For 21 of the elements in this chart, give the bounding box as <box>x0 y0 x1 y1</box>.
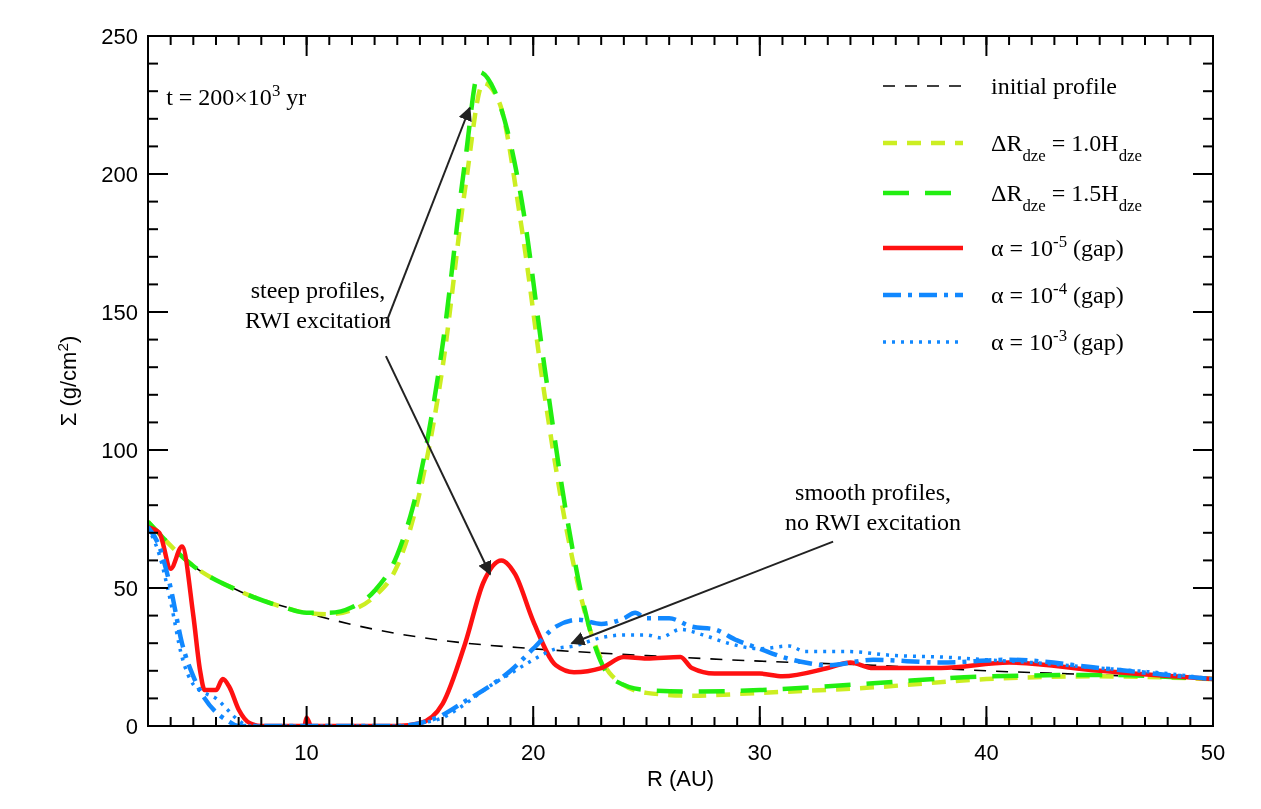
y-tick-label: 200 <box>101 162 138 187</box>
legend-label: ΔR$_{dze}$ = 1.0H$_{dze}$ <box>991 130 1142 165</box>
x-axis-title: R (AU) <box>646 766 715 791</box>
y-tick-label: 0 <box>125 714 138 739</box>
x-tick-label: 20 <box>520 740 546 765</box>
y-tick-label: 100 <box>101 438 138 463</box>
y-tick-label: 150 <box>101 300 138 325</box>
annotation: t = 200×10$^{3}$ yr <box>166 80 307 110</box>
legend-label: α = 10$^{-5}$ (gap) <box>991 231 1124 261</box>
x-tick-label: 10 <box>294 740 319 765</box>
annotation: steep profiles, RWI excitation <box>244 277 391 334</box>
x-tick-label: 50 <box>1200 740 1226 765</box>
x-tick-label: 30 <box>747 740 773 765</box>
annotation: smooth profiles, no RWI excitation <box>785 478 962 535</box>
legend-label: α = 10$^{-4}$ (gap) <box>991 278 1124 308</box>
y-tick-label: 250 <box>101 24 138 49</box>
y-tick-label: 50 <box>113 576 138 601</box>
legend-label: initial profile <box>991 73 1117 99</box>
legend-label: ΔR$_{dze}$ = 1.5H$_{dze}$ <box>991 180 1142 215</box>
legend-label: α = 10$^{-3}$ (gap) <box>991 325 1124 355</box>
x-tick-label: 40 <box>974 740 999 765</box>
